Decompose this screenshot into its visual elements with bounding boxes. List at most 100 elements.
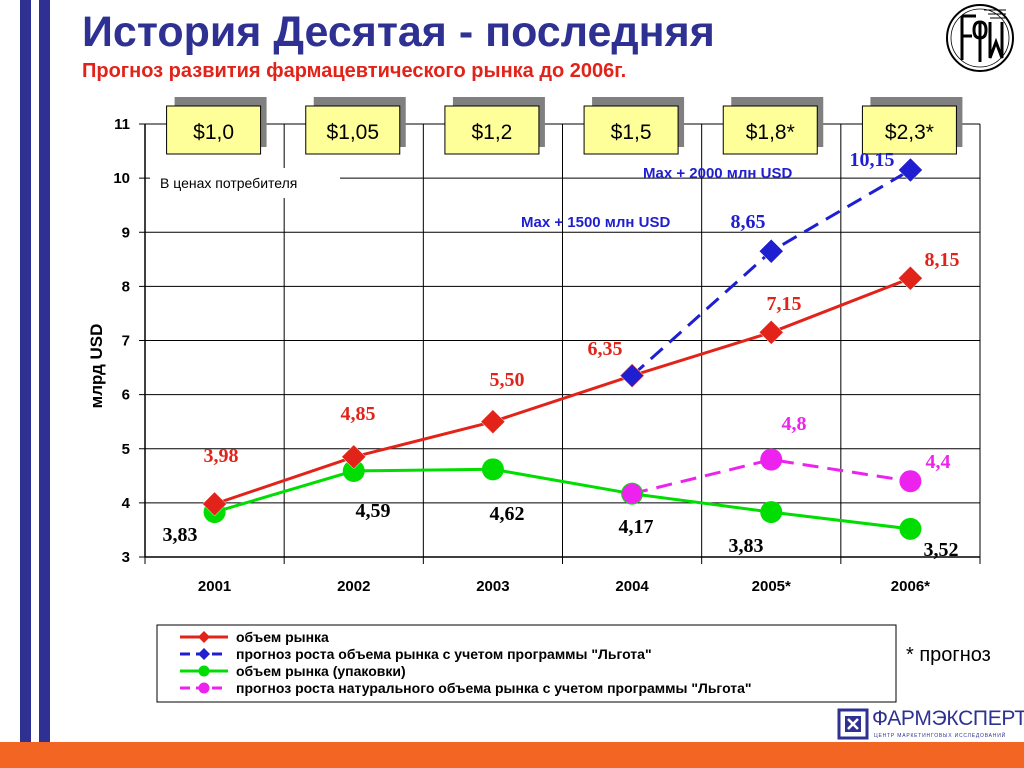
x-tick-label: 2006* — [891, 578, 930, 595]
series-line-0 — [214, 276, 911, 506]
data-label: 7,15 — [767, 293, 802, 315]
data-label: 4,4 — [926, 451, 951, 473]
diamond-marker — [202, 491, 227, 517]
y-tick-labels: 3 4 5 6 7 8 9 10 11 — [113, 116, 130, 566]
series-line-2 — [214, 467, 911, 531]
legend-label: объем рынка (упаковки) — [236, 663, 406, 679]
circle-marker — [760, 501, 783, 524]
legend-swatch-marker — [198, 648, 210, 660]
price-box-face — [305, 105, 401, 155]
data-label: 4,62 — [490, 503, 525, 525]
y-tick-label: 10 — [113, 170, 130, 187]
diamond-marker — [758, 238, 784, 264]
data-label: 8,15 — [925, 249, 960, 271]
circle-marker — [899, 517, 922, 540]
diamond-marker — [341, 444, 367, 470]
x-tick-label: 2005* — [752, 578, 791, 595]
legend-label: прогноз роста объема рынка с учетом прог… — [236, 646, 652, 662]
y-axis-label: млрд USD — [87, 324, 106, 409]
price-box-face — [444, 105, 540, 155]
y-tick-label: 3 — [122, 549, 130, 566]
diamond-marker — [898, 157, 923, 183]
price-box-label: $1,05 — [326, 121, 379, 144]
annotation-max-1500: Max + 1500 млн USD — [521, 214, 671, 231]
x-tick-labels: 2001 2002 2003 2004 2005* 2006* — [198, 578, 930, 595]
bottom-orange-band — [0, 742, 1024, 768]
price-box-face — [583, 105, 679, 155]
y-tick-label: 11 — [114, 116, 130, 133]
left-stripe-gap — [31, 0, 39, 768]
price-box-label: $1,2 — [471, 121, 512, 144]
y-tick-label: 9 — [122, 224, 130, 241]
note-box: В ценах потребителя — [150, 168, 340, 198]
price-box: $2,3* — [861, 97, 963, 155]
data-label: 4,59 — [356, 500, 391, 522]
data-label: 3,98 — [204, 445, 239, 467]
legend-label: объем рынка — [236, 629, 329, 645]
series-markers — [202, 157, 923, 540]
slide-subtitle: Прогноз развития фармацевтического рынка… — [82, 60, 627, 82]
left-stripe-2 — [39, 0, 50, 768]
data-label: 5,50 — [490, 369, 525, 391]
circle-marker — [481, 458, 504, 481]
data-label: 3,83 — [163, 524, 198, 546]
data-label: 8,65 — [731, 211, 766, 233]
x-tick-label: 2001 — [198, 578, 231, 595]
data-labels: 3,98 4,85 5,50 6,35 7,15 8,15 8,65 10,15 3,83 4,5… — [163, 149, 960, 561]
brand-mark-icon — [837, 708, 869, 740]
diamond-marker — [758, 320, 784, 345]
corner-logo-icon — [946, 4, 1014, 72]
x-tick-label: 2003 — [476, 578, 509, 595]
slide-title: История Десятая - последняя — [82, 8, 715, 56]
note-box-text: В ценах потребителя — [160, 175, 297, 191]
left-stripe-1 — [20, 0, 31, 768]
legend-swatch-marker — [198, 665, 210, 677]
legend-swatch-marker — [198, 682, 210, 694]
legend-swatch-marker — [198, 631, 210, 643]
price-box: $1,2 — [444, 97, 545, 155]
data-label: 4,85 — [341, 403, 376, 425]
price-box: $1,5 — [583, 97, 685, 155]
data-label: 3,83 — [729, 535, 764, 557]
price-boxes: $1,0 $1,05 $1,2 $1,5 $1,8* $2,3* — [166, 97, 963, 155]
forecast-footnote: * прогноз — [906, 644, 991, 666]
price-box-label: $1,0 — [193, 121, 234, 144]
y-tick-label: 5 — [122, 441, 130, 458]
price-box: $1,0 — [166, 97, 267, 155]
price-box-label: $2,3* — [885, 121, 934, 144]
price-box: $1,8* — [722, 97, 824, 155]
legend-label: прогноз роста натурального объема рынка … — [236, 680, 752, 696]
brand-name: ФАРМЭКСПЕРТ — [872, 707, 1024, 730]
circle-marker — [760, 448, 783, 471]
circle-marker — [342, 459, 365, 482]
data-label: 4,17 — [619, 516, 654, 538]
data-label: 3,52 — [924, 539, 959, 561]
y-tick-label: 8 — [122, 278, 130, 295]
brand-tagline: ЦЕНТР МАРКЕТИНГОВЫХ ИССЛЕДОВАНИЙ — [874, 733, 1007, 739]
data-label: 4,8 — [782, 413, 807, 435]
series-line-1 — [631, 168, 912, 377]
price-box-label: $1,5 — [611, 121, 652, 144]
circle-marker — [899, 470, 922, 493]
price-box-face — [722, 105, 818, 155]
y-tick-label: 7 — [122, 333, 130, 350]
series-line-3 — [631, 458, 911, 496]
price-box-face — [166, 105, 262, 155]
circle-marker — [622, 483, 643, 504]
diamond-marker — [898, 265, 923, 291]
data-label: 6,35 — [588, 338, 623, 360]
legend-box — [156, 624, 897, 703]
diamond-marker — [480, 409, 506, 435]
brand-logo: ФАРМЭКСПЕРТ ЦЕНТР МАРКЕТИНГОВЫХ ИССЛЕДОВ… — [836, 707, 1024, 743]
data-label: 10,15 — [850, 149, 895, 171]
price-box-label: $1,8* — [746, 121, 795, 144]
y-tick-label: 4 — [122, 495, 131, 512]
x-tick-label: 2002 — [337, 578, 370, 595]
chart-axes — [139, 123, 981, 564]
annotation-max-2000: Max + 2000 млн USD — [643, 165, 793, 182]
price-box: $1,05 — [305, 97, 406, 155]
price-box-face — [861, 105, 957, 155]
x-tick-label: 2004 — [615, 578, 649, 595]
